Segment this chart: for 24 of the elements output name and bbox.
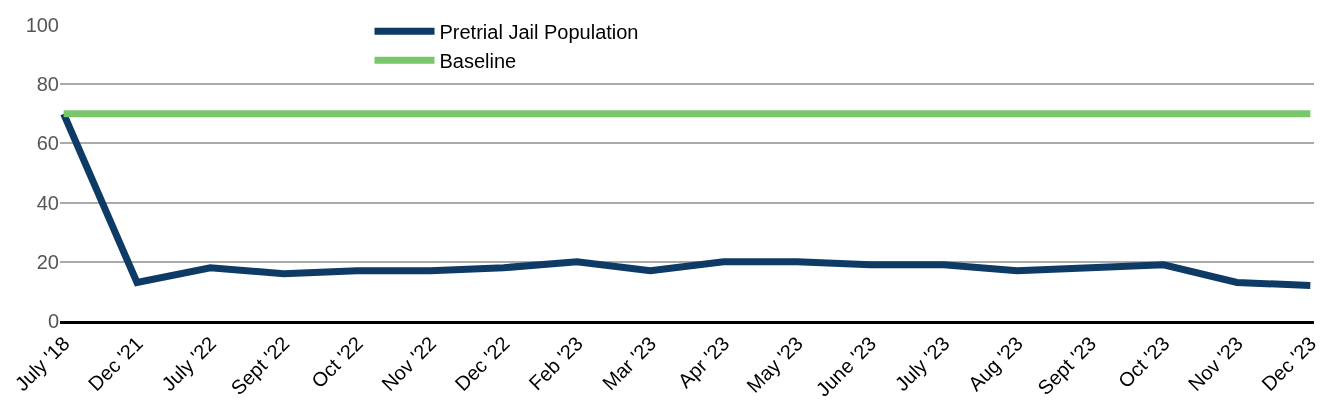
x-tick-label: July '22 [157,332,221,396]
x-tick-label: Nov '23 [1183,332,1247,396]
y-tick-label: 100 [25,14,59,36]
y-tick-label: 20 [36,250,59,273]
y-tick-label: 60 [36,132,59,155]
y-tick-label: 0 [47,310,59,332]
x-tick-label: Dec '22 [450,332,514,396]
x-tick-label: Oct '23 [1113,332,1174,393]
legend-label: Pretrial Jail Population [439,21,639,44]
y-tick-label: 40 [36,191,59,214]
x-tick-label: June '23 [811,332,881,401]
x-tick-label: Dec '21 [83,332,147,396]
x-tick-label: Mar '23 [597,332,661,395]
y-tick-label: 80 [36,73,59,96]
legend-label: Baseline [439,50,517,73]
x-tick-label: July '23 [890,332,954,396]
x-tick-label: Nov '22 [377,332,441,396]
x-tick-label: July '18 [10,332,74,396]
x-tick-label: Oct '22 [306,332,367,393]
x-tick-label: May '23 [742,332,807,397]
x-tick-label: Apr '23 [673,332,734,393]
x-tick-label: Dec '23 [1257,332,1321,396]
x-tick-label: Feb '23 [524,332,587,395]
x-tick-label: Aug '23 [963,332,1027,396]
